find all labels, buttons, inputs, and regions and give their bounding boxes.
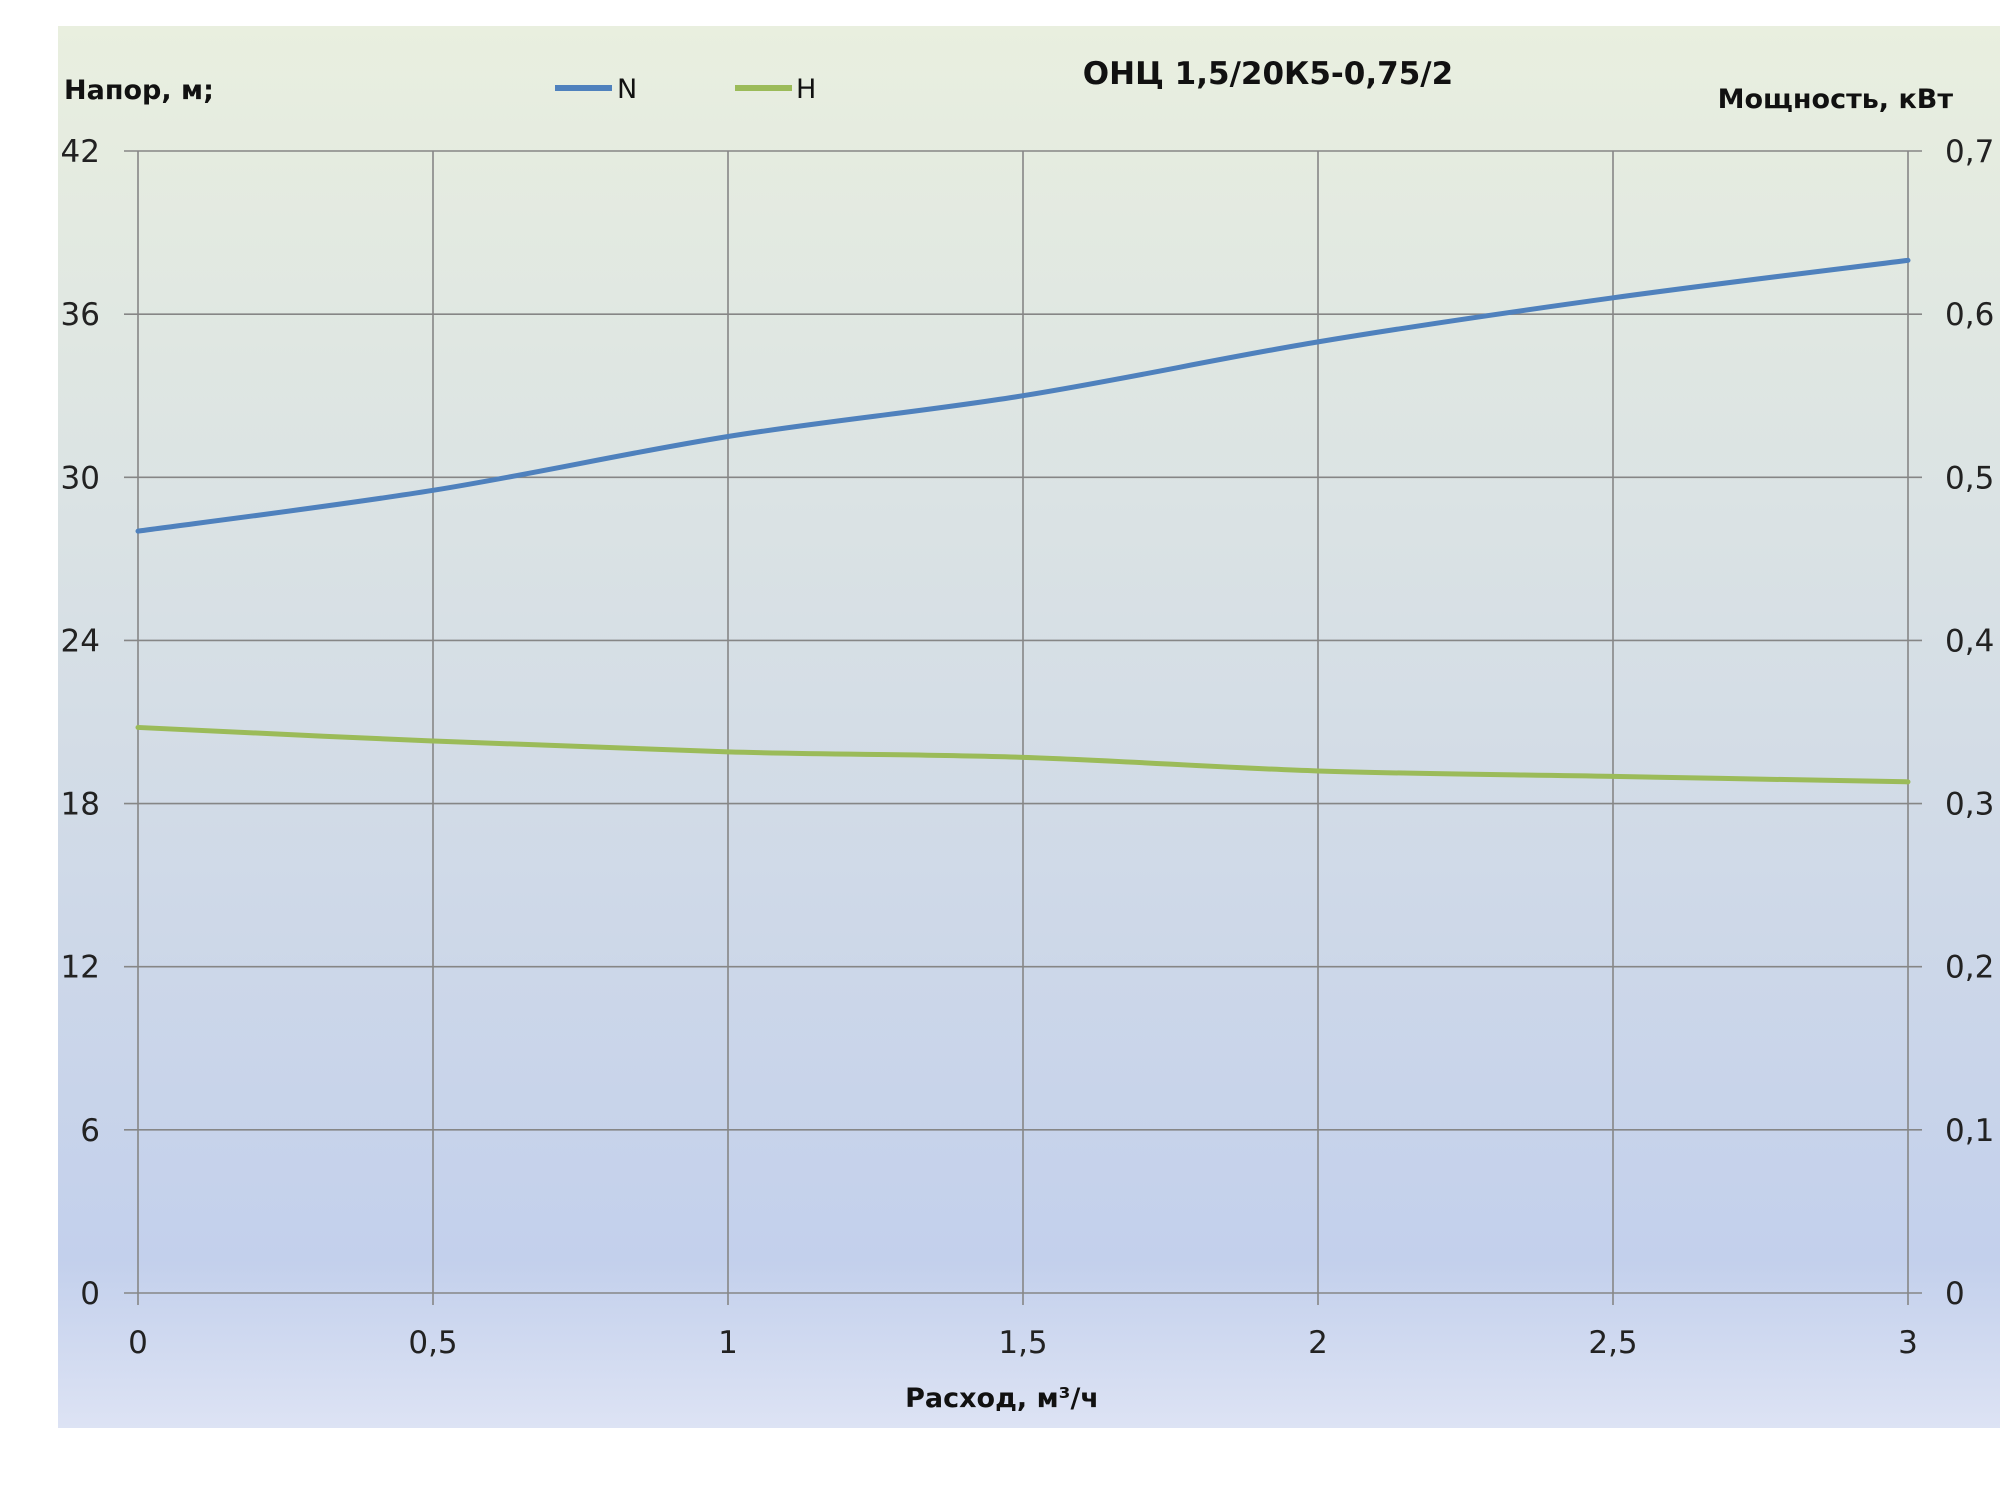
legend: N H (555, 74, 816, 105)
y-right-tick-label: 0,1 (1945, 1113, 1994, 1149)
series-line-n (135, 257, 1911, 534)
x-tick-label: 0,5 (408, 1325, 457, 1361)
series-lines (135, 257, 1911, 785)
x-tick-label: 0 (128, 1325, 148, 1361)
y-axis-left-title: Напор, м; (64, 75, 214, 106)
y-axis-right-title: Мощность, кВт (1718, 84, 1954, 115)
y-left-tick-label: 12 (61, 950, 100, 986)
x-tick-label: 2,5 (1588, 1325, 1637, 1361)
series-line-h (135, 724, 1911, 785)
y-right-tick-label: 0,4 (1945, 623, 1994, 659)
x-tick-label: 3 (1898, 1325, 1918, 1361)
y-right-tick-label: 0,3 (1945, 787, 1994, 823)
x-axis-title: Расход, м³/ч (905, 1383, 1099, 1414)
y-left-tick-label: 24 (61, 623, 100, 659)
y-right-tick-label: 0,5 (1945, 460, 1994, 496)
chart-title: ОНЦ 1,5/20К5-0,75/2 (1083, 56, 1453, 92)
y-right-tick-label: 0,2 (1945, 950, 1994, 986)
x-tick-label: 1,5 (998, 1325, 1047, 1361)
x-tick-label: 1 (718, 1325, 738, 1361)
y-left-tick-label: 42 (61, 134, 100, 170)
chart-background (58, 26, 2000, 1428)
y-right-tick-label: 0,7 (1945, 134, 1994, 170)
x-tick-label: 2 (1308, 1325, 1328, 1361)
y-right-tick-label: 0 (1945, 1276, 1965, 1312)
gridlines (124, 150, 1922, 1305)
y-left-tick-label: 18 (61, 787, 100, 823)
y-left-tick-label: 36 (61, 297, 100, 333)
y-left-tick-label: 0 (80, 1276, 100, 1312)
y-left-tick-label: 6 (80, 1113, 100, 1149)
tick-labels: 0 06 0,112 0,218 0,324 0,430 0,536 0,642 0,70 0,5… (61, 134, 1995, 1361)
y-right-tick-label: 0,6 (1945, 297, 1994, 333)
y-left-tick-label: 30 (61, 460, 100, 496)
legend-label-n: N (617, 74, 637, 105)
legend-label-h: H (796, 74, 816, 105)
